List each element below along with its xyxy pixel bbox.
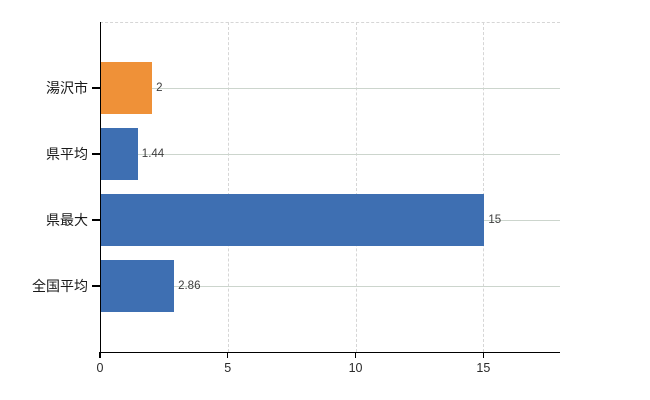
value-label: 2.86 bbox=[178, 279, 201, 292]
bar bbox=[101, 62, 153, 114]
vertical-gridline bbox=[483, 22, 485, 352]
vertical-gridline bbox=[355, 22, 357, 352]
category-tick bbox=[92, 153, 100, 155]
category-gridline bbox=[100, 285, 560, 287]
bar bbox=[101, 260, 175, 312]
category-tick bbox=[92, 87, 100, 89]
x-tick-label: 10 bbox=[348, 361, 363, 375]
x-tick-label: 0 bbox=[96, 361, 104, 375]
category-label: 湯沢市 bbox=[46, 80, 88, 96]
value-label: 15 bbox=[488, 213, 502, 226]
category-gridline bbox=[100, 153, 560, 155]
x-tick-label: 5 bbox=[224, 361, 232, 375]
category-label: 県最大 bbox=[46, 212, 88, 228]
x-axis-tick bbox=[354, 352, 357, 358]
category-tick bbox=[92, 285, 100, 287]
bar bbox=[101, 128, 138, 180]
plot-area bbox=[100, 22, 560, 353]
x-axis-tick bbox=[227, 352, 229, 358]
x-tick-label: 15 bbox=[476, 361, 491, 375]
x-axis bbox=[100, 352, 560, 354]
value-label: 1.44 bbox=[141, 147, 165, 160]
category-gridline bbox=[100, 87, 560, 89]
category-label: 県平均 bbox=[46, 146, 88, 162]
x-axis-tick bbox=[99, 352, 101, 358]
bar bbox=[101, 194, 485, 246]
y-axis bbox=[100, 22, 102, 353]
x-axis-tick bbox=[482, 352, 485, 358]
value-label: 2 bbox=[156, 81, 163, 94]
category-label: 全国平均 bbox=[32, 278, 88, 294]
category-tick bbox=[92, 219, 100, 221]
vertical-gridline bbox=[227, 22, 229, 352]
